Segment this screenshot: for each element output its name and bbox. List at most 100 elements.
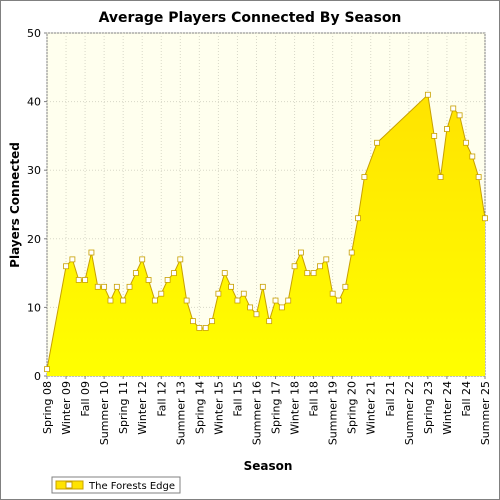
x-tick-label: Fall 15 bbox=[231, 381, 244, 417]
data-point bbox=[152, 297, 158, 304]
legend-marker bbox=[65, 481, 73, 489]
x-tick-label: Summer 16 bbox=[250, 381, 263, 445]
data-point bbox=[348, 249, 355, 256]
data-point bbox=[107, 297, 114, 304]
data-point bbox=[69, 256, 76, 263]
data-point bbox=[355, 215, 361, 222]
data-point bbox=[113, 283, 120, 290]
data-point bbox=[240, 290, 247, 297]
x-tick-label: Fall 09 bbox=[79, 381, 92, 417]
y-tick-label: 20 bbox=[27, 233, 41, 246]
data-point bbox=[259, 283, 266, 290]
y-tick-label: 10 bbox=[27, 301, 41, 314]
x-tick-label: Winter 24 bbox=[441, 381, 454, 435]
x-tick-label: Spring 14 bbox=[193, 381, 206, 434]
data-point bbox=[482, 215, 488, 222]
x-tick-label: Summer 13 bbox=[174, 381, 187, 445]
data-point bbox=[285, 297, 292, 304]
x-tick-label: Summer 10 bbox=[98, 381, 111, 445]
x-tick-label: Fall 24 bbox=[460, 381, 473, 417]
data-point bbox=[183, 297, 190, 304]
data-point bbox=[323, 256, 330, 263]
data-point bbox=[291, 263, 298, 270]
x-tick-label: Spring 08 bbox=[41, 381, 54, 434]
data-point bbox=[456, 112, 463, 119]
data-point bbox=[63, 263, 69, 270]
y-tick-label: 40 bbox=[27, 96, 41, 109]
area-fill bbox=[47, 94, 485, 377]
x-tick-label: Spring 11 bbox=[117, 381, 130, 434]
data-point bbox=[171, 270, 177, 277]
y-axis-title: Players Connected bbox=[8, 142, 22, 268]
data-point bbox=[247, 304, 254, 311]
data-point bbox=[221, 270, 228, 277]
data-point bbox=[228, 283, 234, 290]
data-point bbox=[317, 263, 323, 270]
data-point bbox=[82, 277, 88, 283]
data-point bbox=[101, 283, 108, 290]
data-point bbox=[336, 297, 342, 304]
data-point bbox=[196, 325, 203, 331]
x-tick-label: Winter 09 bbox=[60, 381, 73, 435]
data-point bbox=[209, 318, 215, 325]
data-point bbox=[177, 256, 184, 263]
y-tick-label: 0 bbox=[34, 370, 41, 383]
data-point bbox=[475, 174, 482, 180]
data-point bbox=[329, 290, 336, 297]
data-point bbox=[374, 139, 380, 146]
data-point bbox=[75, 277, 82, 283]
data-point bbox=[437, 174, 444, 180]
chart-title: Average Players Connected By Season bbox=[99, 10, 402, 26]
x-tick-label: Summer 25 bbox=[479, 381, 492, 445]
data-point bbox=[145, 277, 152, 283]
x-tick-label: Spring 23 bbox=[422, 381, 435, 434]
data-point bbox=[431, 132, 438, 139]
data-point bbox=[298, 249, 304, 256]
data-point bbox=[342, 283, 349, 290]
data-point bbox=[120, 297, 127, 304]
x-axis: Spring 08 Winter 09 Fall 09 Summer 10 Spring… bbox=[41, 376, 492, 445]
y-tick-label: 30 bbox=[27, 164, 41, 177]
data-point bbox=[126, 283, 133, 290]
data-point bbox=[272, 297, 279, 304]
data-point bbox=[463, 139, 469, 146]
data-point bbox=[424, 91, 431, 98]
data-point bbox=[310, 270, 317, 277]
x-tick-label: Fall 21 bbox=[384, 381, 397, 417]
data-point bbox=[266, 318, 273, 325]
data-point bbox=[444, 126, 450, 132]
legend: The Forests Edge bbox=[51, 476, 181, 494]
data-point bbox=[94, 283, 101, 290]
data-point bbox=[202, 325, 209, 331]
data-point bbox=[361, 174, 368, 180]
x-tick-label: Spring 17 bbox=[270, 381, 283, 434]
x-tick-label: Spring 20 bbox=[346, 381, 359, 434]
data-point bbox=[469, 153, 476, 160]
data-point bbox=[44, 366, 50, 373]
series-markers bbox=[44, 91, 488, 373]
x-tick-label: Summer 19 bbox=[327, 381, 340, 445]
data-point bbox=[164, 277, 171, 283]
data-point bbox=[132, 270, 139, 277]
series-area bbox=[47, 94, 485, 377]
data-point bbox=[88, 249, 95, 256]
x-tick-label: Fall 12 bbox=[155, 381, 168, 417]
data-point bbox=[190, 318, 196, 325]
data-point bbox=[215, 290, 222, 297]
data-point bbox=[139, 256, 146, 263]
data-point bbox=[234, 297, 241, 304]
x-tick-label: Summer 22 bbox=[403, 381, 416, 445]
data-point bbox=[450, 105, 457, 112]
x-axis-title: Season bbox=[244, 459, 293, 473]
x-tick-label: Winter 15 bbox=[212, 381, 225, 435]
data-point bbox=[253, 311, 260, 318]
legend-label-the-forests-edge: The Forests Edge bbox=[88, 481, 175, 492]
data-point bbox=[278, 304, 285, 311]
x-tick-label: Winter 18 bbox=[289, 381, 302, 435]
data-point bbox=[158, 290, 165, 297]
y-axis: 0 10 20 30 40 50 bbox=[27, 27, 47, 383]
x-tick-label: Fall 18 bbox=[308, 381, 321, 417]
y-tick-label: 50 bbox=[27, 27, 41, 40]
